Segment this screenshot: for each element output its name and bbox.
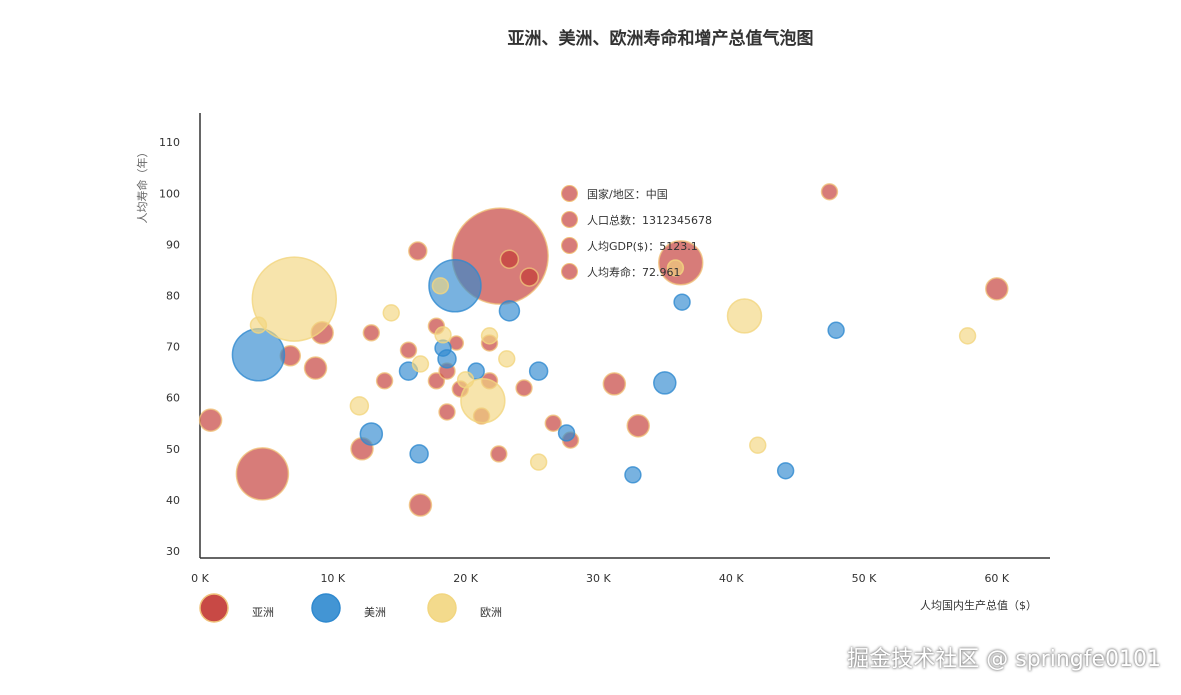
bubble-欧洲 bbox=[431, 277, 450, 295]
bubble-欧洲 bbox=[480, 327, 499, 345]
tooltip-marker-icon bbox=[561, 185, 578, 202]
watermark: 掘金技术社区 @ springfe0101 bbox=[847, 647, 1161, 672]
bubble-亚洲 bbox=[515, 379, 533, 397]
bubble-欧洲 bbox=[498, 350, 516, 368]
bubble-美洲 bbox=[359, 422, 384, 446]
x-axis-label: 人均国内生产总值（$） bbox=[920, 598, 1037, 612]
tooltip-population: 人口总数：1312345678 bbox=[587, 213, 712, 227]
bubble-美洲 bbox=[624, 466, 642, 484]
tooltip-marker-icon bbox=[561, 211, 578, 228]
bubble-美洲 bbox=[498, 300, 521, 322]
bubble-亚洲 bbox=[820, 183, 839, 201]
bubble-欧洲 bbox=[251, 256, 338, 342]
bubble-欧洲 bbox=[958, 327, 977, 345]
bubble-欧洲 bbox=[666, 259, 685, 277]
chart-title: 亚洲、美洲、欧洲寿命和增产总值气泡图 bbox=[507, 29, 814, 49]
bubble-亚洲 bbox=[544, 414, 562, 432]
bubble-亚洲 bbox=[362, 324, 381, 342]
x-tick-label: 60 K bbox=[984, 572, 1009, 585]
y-tick-label: 110 bbox=[159, 136, 180, 149]
bubble-欧洲 bbox=[726, 298, 763, 334]
bubble-亚洲 bbox=[602, 372, 627, 396]
legend-marker-icon bbox=[199, 593, 229, 623]
tooltip-country: 国家/地区：中国 bbox=[587, 187, 668, 201]
y-tick-label: 30 bbox=[166, 545, 180, 558]
bubble-美洲 bbox=[428, 259, 482, 313]
bubble-美洲 bbox=[673, 293, 691, 311]
bubble-欧洲 bbox=[249, 316, 268, 334]
tooltip-row: 人口总数：1312345678 bbox=[561, 207, 712, 232]
bubble-亚洲 bbox=[626, 414, 650, 438]
legend-label[interactable]: 美洲 bbox=[364, 606, 386, 619]
bubble-亚洲 bbox=[198, 408, 223, 432]
legend-marker-icon bbox=[427, 593, 457, 623]
tooltip-row: 人均寿命：72.961 bbox=[561, 259, 712, 284]
bubble-亚洲 bbox=[499, 249, 520, 269]
tooltip-marker-icon bbox=[561, 263, 578, 280]
bubble-欧洲 bbox=[529, 453, 548, 471]
bubble-欧洲 bbox=[460, 378, 506, 424]
bubble-亚洲 bbox=[303, 356, 328, 380]
tooltip-life: 人均寿命：72.961 bbox=[587, 265, 681, 279]
tooltip-row: 国家/地区：中国 bbox=[561, 181, 712, 206]
bubble-亚洲 bbox=[519, 267, 540, 287]
bubble-欧洲 bbox=[749, 436, 767, 454]
bubble-欧洲 bbox=[382, 304, 400, 322]
tooltip-row: 人均GDP($)：5123.1 bbox=[561, 233, 712, 258]
x-tick-label: 0 K bbox=[191, 572, 209, 585]
bubble-美洲 bbox=[409, 444, 429, 464]
bubble-欧洲 bbox=[434, 326, 452, 344]
x-tick-label: 10 K bbox=[320, 572, 345, 585]
tooltip-gdp: 人均GDP($)：5123.1 bbox=[587, 239, 698, 253]
y-axis-label: 人均寿命（年） bbox=[135, 147, 149, 224]
bubble-亚洲 bbox=[438, 403, 456, 421]
legend-label[interactable]: 亚洲 bbox=[252, 606, 274, 619]
x-tick-label: 40 K bbox=[719, 572, 744, 585]
tooltip: 国家/地区：中国 人口总数：1312345678 人均GDP($)：5123.1… bbox=[561, 181, 712, 285]
y-tick-label: 90 bbox=[166, 238, 180, 251]
bubble-欧洲 bbox=[349, 396, 370, 416]
y-tick-label: 80 bbox=[166, 290, 180, 303]
legend-marker-icon bbox=[311, 593, 341, 623]
bubble-亚洲 bbox=[399, 341, 418, 359]
bubble-亚洲 bbox=[427, 372, 446, 390]
y-tick-label: 70 bbox=[166, 341, 180, 354]
bubble-美洲 bbox=[827, 321, 845, 339]
bubble-亚洲 bbox=[985, 277, 1009, 301]
bubble-亚洲 bbox=[490, 445, 508, 463]
bubble-美洲 bbox=[528, 361, 549, 381]
bubble-亚洲 bbox=[235, 447, 290, 501]
y-tick-label: 50 bbox=[166, 443, 180, 456]
bubble-亚洲 bbox=[408, 493, 433, 517]
x-tick-label: 50 K bbox=[852, 572, 877, 585]
bubble-美洲 bbox=[776, 462, 795, 480]
x-tick-label: 20 K bbox=[453, 572, 478, 585]
bubble-亚洲 bbox=[408, 241, 428, 261]
x-tick-label: 30 K bbox=[586, 572, 611, 585]
tooltip-marker-icon bbox=[561, 237, 578, 254]
y-tick-label: 60 bbox=[166, 392, 180, 405]
bubble-美洲 bbox=[557, 424, 576, 442]
y-tick-label: 100 bbox=[159, 187, 180, 200]
bubble-美洲 bbox=[653, 371, 677, 395]
legend-label[interactable]: 欧洲 bbox=[480, 606, 502, 619]
bubble-欧洲 bbox=[411, 355, 430, 373]
bubble-亚洲 bbox=[375, 372, 394, 390]
y-tick-label: 40 bbox=[166, 494, 180, 507]
bubble-美洲 bbox=[437, 349, 457, 369]
